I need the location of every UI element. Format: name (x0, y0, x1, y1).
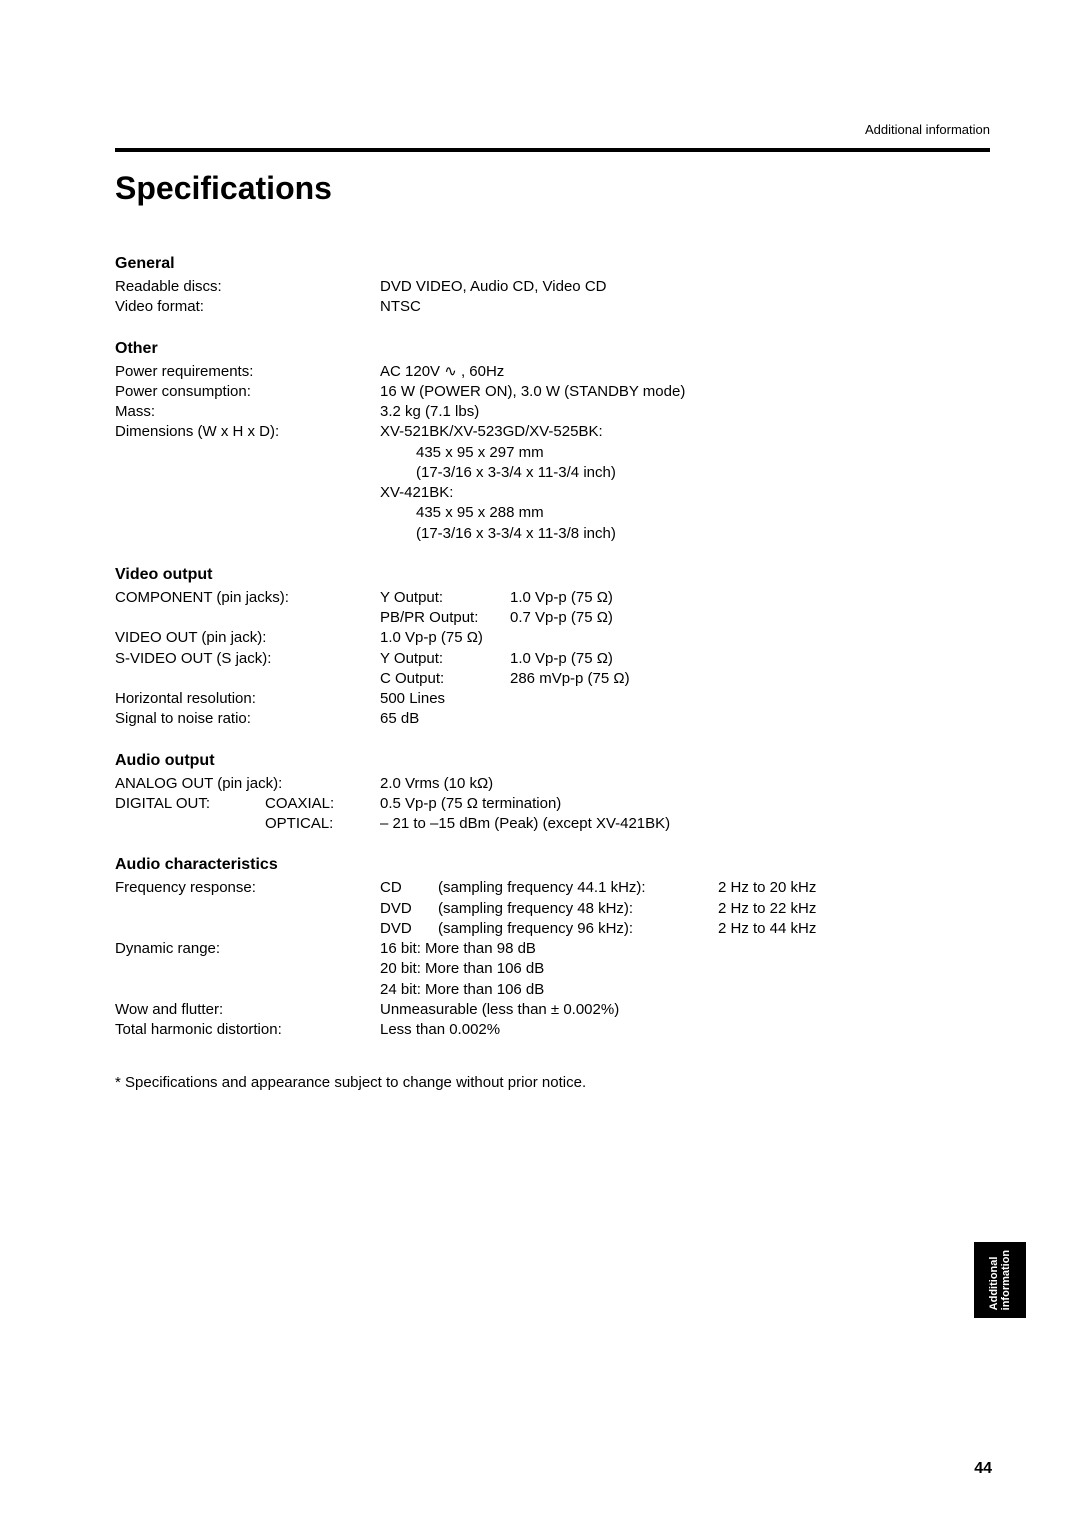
freq-range: 2 Hz to 44 kHz (718, 919, 990, 939)
spec-label: Dynamic range: (115, 939, 380, 959)
spec-row: Dynamic range: 16 bit: More than 98 dB 2… (115, 939, 990, 1000)
spec-label: COMPONENT (pin jacks): (115, 588, 380, 608)
spec-value: 16 bit: More than 98 dB 20 bit: More tha… (380, 939, 990, 1000)
spec-row: Total harmonic distortion: Less than 0.0… (115, 1020, 990, 1040)
section-heading-audio-output: Audio output (115, 752, 990, 770)
spec-value: 2.0 Vrms (10 kΩ) (380, 774, 990, 794)
freq-media: DVD (380, 919, 438, 939)
spec-label: Horizontal resolution: (115, 689, 380, 709)
spec-value: 16 W (POWER ON), 3.0 W (STANDBY mode) (380, 382, 990, 402)
section-heading-video-output: Video output (115, 566, 990, 584)
spec-label: Frequency response: (115, 878, 380, 898)
spec-value-line: (17-3/16 x 3-3/4 x 11-3/8 inch) (380, 524, 990, 544)
spec-value: Less than 0.002% (380, 1020, 990, 1040)
spec-value: NTSC (380, 297, 990, 317)
spec-row: COMPONENT (pin jacks): Y Output: 1.0 Vp-… (115, 588, 990, 629)
spec-value: 1.0 Vp-p (75 Ω) (380, 628, 990, 648)
spec-label: ANALOG OUT (pin jack): (115, 774, 380, 794)
spec-subvalue: 1.0 Vp-p (75 Ω) (510, 649, 990, 669)
spec-value: 0.5 Vp-p (75 Ω termination) (380, 794, 990, 814)
freq-media: CD (380, 878, 438, 898)
spec-value-line: (17-3/16 x 3-3/4 x 11-3/4 inch) (380, 463, 990, 483)
spec-value: CD (sampling frequency 44.1 kHz): 2 Hz t… (380, 878, 990, 939)
spec-value-line: 24 bit: More than 106 dB (380, 980, 990, 1000)
side-tab-line: information (1000, 1250, 1012, 1311)
side-tab: Additional information (974, 1242, 1026, 1318)
spec-label: Power requirements: (115, 362, 380, 382)
header-section: Additional information (865, 122, 990, 137)
spec-subkey: C Output: (380, 669, 510, 689)
spec-row: Video format: NTSC (115, 297, 990, 317)
spec-label: S-VIDEO OUT (S jack): (115, 649, 380, 669)
spec-value: – 21 to –15 dBm (Peak) (except XV-421BK) (380, 814, 990, 834)
spec-value: XV-521BK/XV-523GD/XV-525BK: 435 x 95 x 2… (380, 422, 990, 544)
spec-value-line: XV-421BK: (380, 483, 990, 503)
page-number: 44 (974, 1460, 992, 1478)
freq-range: 2 Hz to 22 kHz (718, 899, 990, 919)
spec-value: 3.2 kg (7.1 lbs) (380, 402, 990, 422)
section-heading-audio-characteristics: Audio characteristics (115, 856, 990, 874)
spec-subkey: COAXIAL: (265, 795, 334, 812)
page-title: Specifications (115, 170, 990, 207)
side-tab-line: Additional (988, 1256, 1000, 1310)
spec-label: VIDEO OUT (pin jack): (115, 628, 380, 648)
spec-value-line: 435 x 95 x 288 mm (380, 503, 990, 523)
spec-value: DVD VIDEO, Audio CD, Video CD (380, 277, 990, 297)
footnote: * Specifications and appearance subject … (115, 1074, 990, 1091)
spec-row: ANALOG OUT (pin jack): 2.0 Vrms (10 kΩ) (115, 774, 990, 794)
spec-value: Unmeasurable (less than ± 0.002%) (380, 1000, 990, 1020)
spec-label-main: DIGITAL OUT: (115, 794, 265, 814)
spec-value: Y Output: 1.0 Vp-p (75 Ω) PB/PR Output: … (380, 588, 990, 629)
spec-row: OPTICAL: – 21 to –15 dBm (Peak) (except … (115, 814, 990, 834)
spec-value: 65 dB (380, 709, 990, 729)
spec-row: Power requirements: AC 120V ∿ , 60Hz (115, 362, 990, 382)
freq-desc: (sampling frequency 48 kHz): (438, 899, 718, 919)
spec-value: Y Output: 1.0 Vp-p (75 Ω) C Output: 286 … (380, 649, 990, 690)
spec-label: Mass: (115, 402, 380, 422)
spec-label: Dimensions (W x H x D): (115, 422, 380, 442)
spec-label: Signal to noise ratio: (115, 709, 380, 729)
spec-value: AC 120V ∿ , 60Hz (380, 362, 990, 382)
freq-media: DVD (380, 899, 438, 919)
spec-label: Video format: (115, 297, 380, 317)
spec-row: Power consumption: 16 W (POWER ON), 3.0 … (115, 382, 990, 402)
spec-row: Horizontal resolution: 500 Lines (115, 689, 990, 709)
spec-value-line: 20 bit: More than 106 dB (380, 959, 990, 979)
spec-row: Signal to noise ratio: 65 dB (115, 709, 990, 729)
spec-label: DIGITAL OUT:COAXIAL: (115, 794, 380, 814)
section-heading-general: General (115, 255, 990, 273)
spec-row: Readable discs: DVD VIDEO, Audio CD, Vid… (115, 277, 990, 297)
spec-row: S-VIDEO OUT (S jack): Y Output: 1.0 Vp-p… (115, 649, 990, 690)
spec-label: Total harmonic distortion: (115, 1020, 380, 1040)
spec-row: Wow and flutter: Unmeasurable (less than… (115, 1000, 990, 1020)
section-heading-other: Other (115, 340, 990, 358)
spec-row: Mass: 3.2 kg (7.1 lbs) (115, 402, 990, 422)
spec-row: VIDEO OUT (pin jack): 1.0 Vp-p (75 Ω) (115, 628, 990, 648)
spec-subvalue: 286 mVp-p (75 Ω) (510, 669, 990, 689)
spec-row: Frequency response: CD (sampling frequen… (115, 878, 990, 939)
spec-subvalue: 1.0 Vp-p (75 Ω) (510, 588, 990, 608)
spec-value-line: 16 bit: More than 98 dB (380, 939, 990, 959)
spec-subvalue: 0.7 Vp-p (75 Ω) (510, 608, 990, 628)
spec-value-line: 435 x 95 x 297 mm (380, 443, 990, 463)
spec-value: 500 Lines (380, 689, 990, 709)
spec-row: Dimensions (W x H x D): XV-521BK/XV-523G… (115, 422, 990, 544)
spec-label: OPTICAL: (115, 814, 380, 834)
spec-label: Readable discs: (115, 277, 380, 297)
horizontal-rule (115, 148, 990, 152)
spec-subkey: OPTICAL: (265, 815, 333, 832)
spec-label: Wow and flutter: (115, 1000, 380, 1020)
freq-range: 2 Hz to 20 kHz (718, 878, 990, 898)
spec-subkey: Y Output: (380, 649, 510, 669)
freq-desc: (sampling frequency 96 kHz): (438, 919, 718, 939)
spec-label: Power consumption: (115, 382, 380, 402)
spec-subkey: Y Output: (380, 588, 510, 608)
spec-subkey: PB/PR Output: (380, 608, 510, 628)
freq-desc: (sampling frequency 44.1 kHz): (438, 878, 718, 898)
page: Additional information Specifications Ge… (0, 0, 1080, 1528)
spec-value-line: XV-521BK/XV-523GD/XV-525BK: (380, 422, 990, 442)
spec-row: DIGITAL OUT:COAXIAL: 0.5 Vp-p (75 Ω term… (115, 794, 990, 814)
